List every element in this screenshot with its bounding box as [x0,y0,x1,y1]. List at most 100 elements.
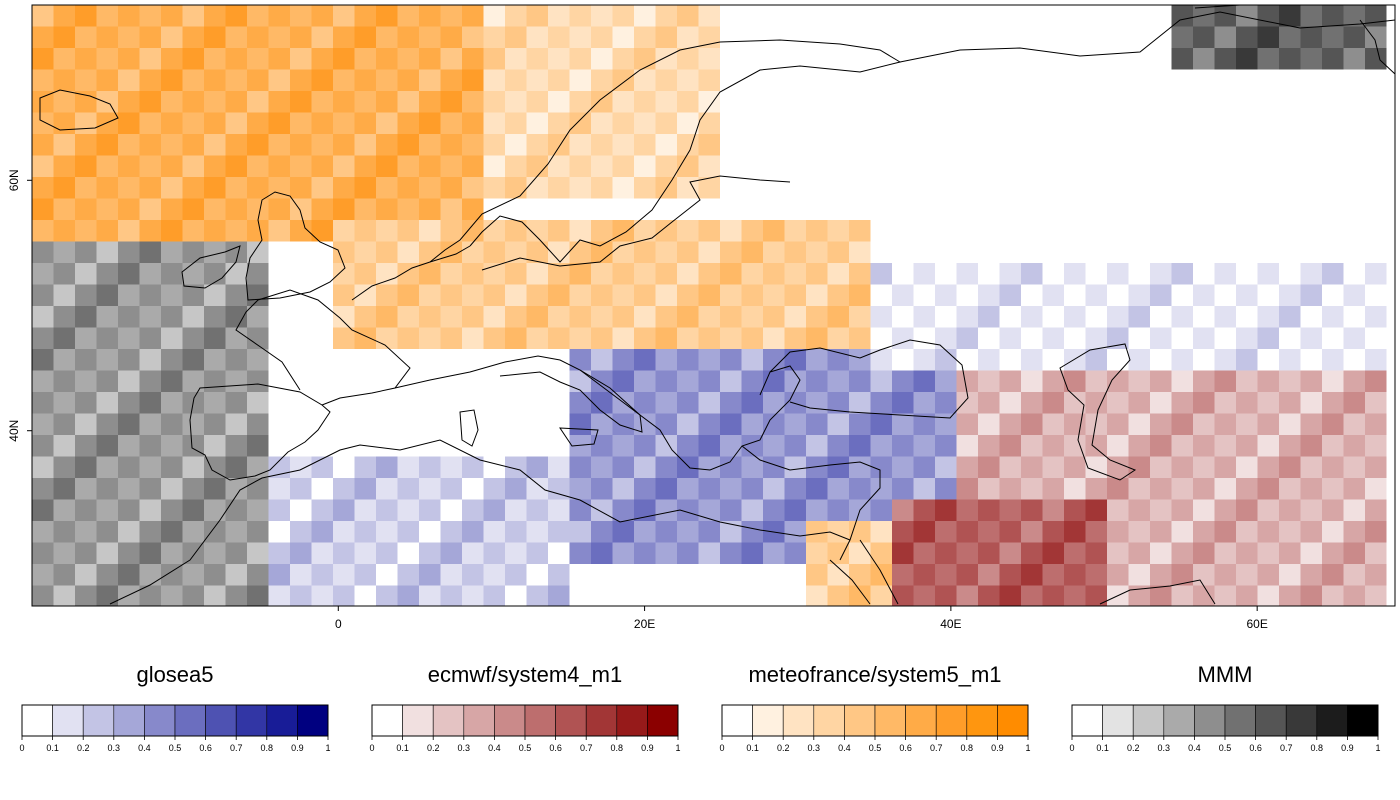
grid-cell [763,5,785,27]
grid-cell [1214,198,1237,221]
grid-cell [1322,134,1344,156]
grid-cell [763,306,785,328]
grid-cell [397,564,420,586]
grid-cell [1236,327,1258,350]
grid-cell [720,392,742,414]
grid-cell [526,585,549,607]
grid-cell [1343,542,1366,565]
grid-cell [311,327,334,350]
grid-cell [1236,48,1258,70]
grid-cell [397,327,420,350]
grid-cell [870,134,893,156]
grid-cell [1279,69,1301,92]
grid-cell [720,48,742,70]
grid-cell [1107,134,1129,156]
grid-cell [548,392,570,414]
grid-cell [161,241,183,264]
grid-cell [1236,585,1258,607]
grid-cell [634,69,656,92]
grid-cell [806,69,828,92]
grid-cell [118,284,140,307]
grid-cell [1128,69,1151,92]
legend-swatch [113,704,145,737]
grid-cell [311,521,334,543]
grid-cell [1322,370,1344,393]
grid-cell [548,48,570,70]
grid-cell [75,478,97,500]
grid-cell [1365,263,1387,285]
grid-cell [741,26,764,49]
grid-cell [462,564,484,586]
grid-cell [247,263,269,285]
grid-cell [1236,177,1258,199]
grid-cell [978,413,1000,436]
grid-cell [978,564,1000,586]
grid-cell [311,564,334,586]
grid-cell [870,521,893,543]
legend-tick-label: 0 [19,743,24,753]
grid-cell [1064,91,1086,113]
grid-cell [225,564,248,586]
grid-cell [913,155,936,178]
legend-swatch [1194,704,1226,737]
grid-cell [1042,220,1065,242]
grid-cell [419,327,441,350]
grid-cell [505,48,527,70]
grid-cell [655,478,678,500]
grid-cell [290,349,312,371]
grid-cell [913,349,936,371]
grid-cell [1214,220,1237,242]
grid-cell [1343,499,1366,522]
legend-tick-label: 0.3 [458,743,471,753]
grid-cell [892,456,914,479]
grid-cell [96,542,119,565]
grid-cell [225,26,248,49]
grid-cell [1085,220,1108,242]
grid-cell [849,585,871,607]
grid-cell [268,220,291,242]
grid-cell [290,306,312,328]
grid-cell [268,177,291,199]
grid-cell [96,5,119,27]
grid-cell [1150,585,1172,607]
legend-swatch [52,704,84,737]
grid-cell [935,306,957,328]
grid-cell [419,306,441,328]
grid-cell [1021,499,1043,522]
legend-swatch [266,704,298,737]
coastline-france-lowcountries [235,289,411,406]
grid-cell [483,542,506,565]
grid-cell [956,585,979,607]
grid-cell [612,177,635,199]
legend-swatch [1102,704,1134,737]
grid-cell [634,542,656,565]
grid-cell [677,456,699,479]
grid-cell [311,499,334,522]
grid-cell [139,521,162,543]
grid-cell [462,177,484,199]
coastlines [39,4,1396,605]
grid-cell [1300,456,1323,479]
grid-cell [53,456,76,479]
grid-cell [96,413,119,436]
legend-swatch [813,704,845,737]
grid-cell [1021,91,1043,113]
grid-cell [1064,370,1086,393]
grid-cell [1386,48,1396,70]
grid-cell [1386,478,1396,500]
x-tick-label: 40E [940,617,961,631]
grid-cell [419,542,441,565]
grid-cell [440,564,463,586]
legend-swatch [997,704,1029,737]
grid-cell [333,413,355,436]
grid-cell [1279,370,1301,393]
grid-cell [1300,349,1323,371]
grid-cell [161,306,183,328]
grid-cell [1214,134,1237,156]
grid-cell [1365,220,1387,242]
grid-cell [333,48,355,70]
grid-cell [720,306,742,328]
grid-cell [182,456,205,479]
grid-cell [999,48,1022,70]
grid-cell [978,392,1000,414]
